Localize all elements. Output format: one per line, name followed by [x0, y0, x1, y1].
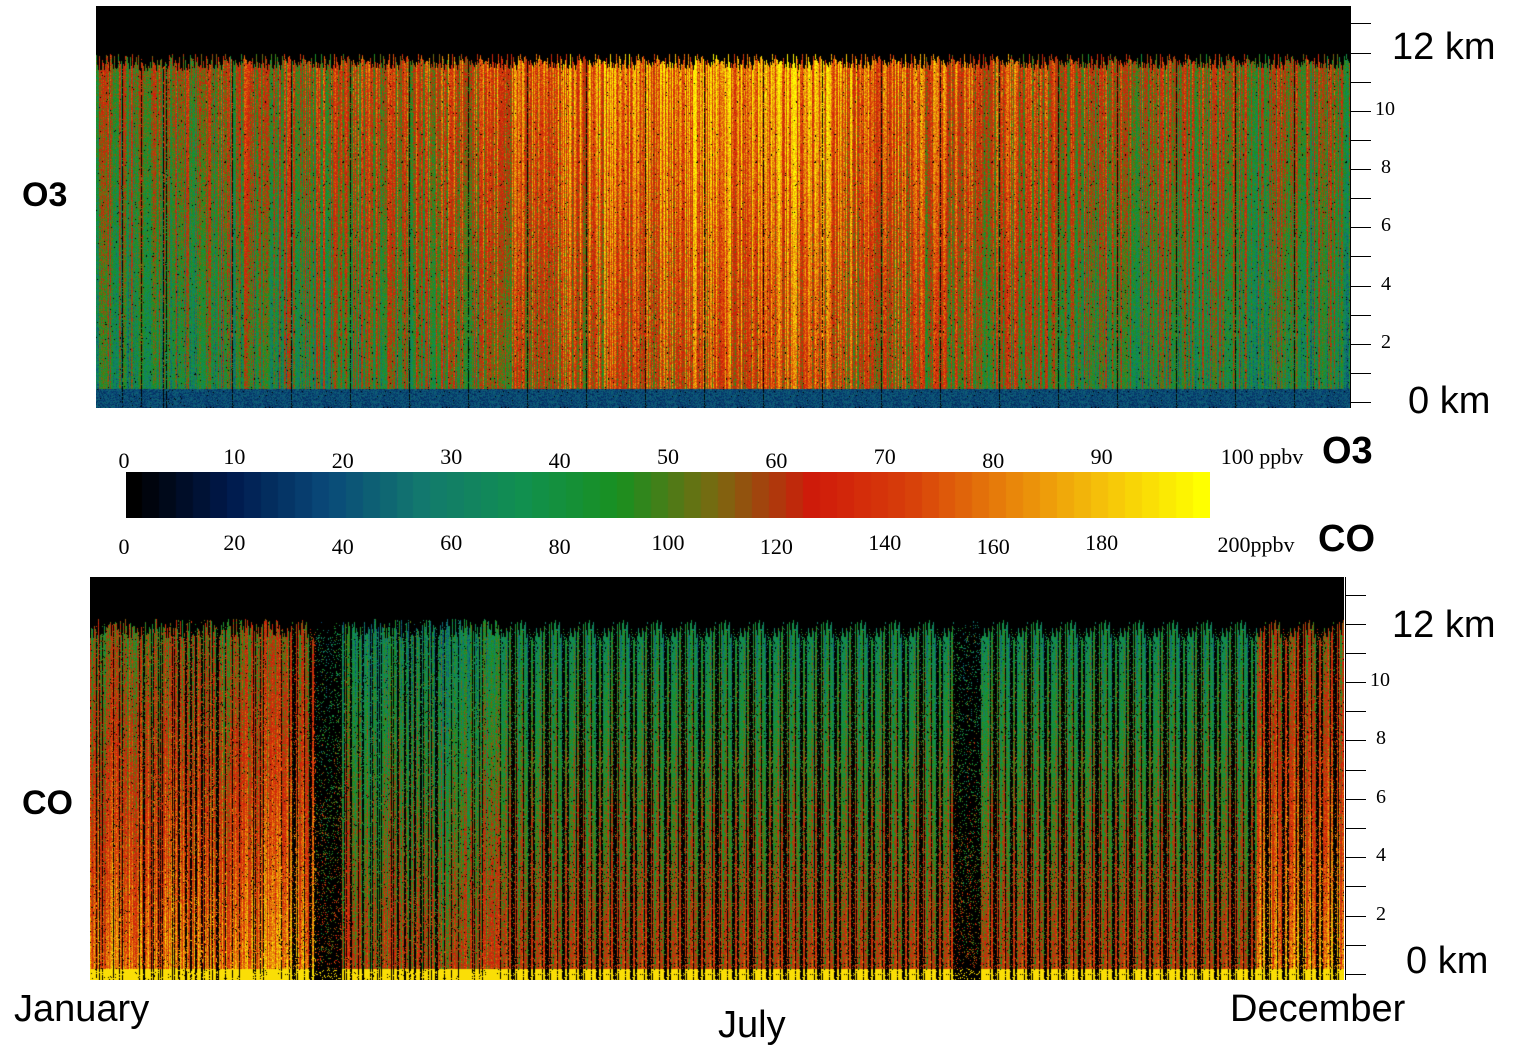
colorbar-co-tick-40: 40 [331, 534, 354, 559]
colorbar-co-end-label: 200ppbv [1217, 532, 1295, 557]
colorbar-co-tick-80: 80 [548, 534, 571, 559]
co-tick-label-4: 4 [1376, 844, 1386, 867]
o3-tick-mark [1351, 227, 1371, 229]
co-tick-mark [1346, 682, 1366, 684]
colorbar-o3-tick-50: 50 [657, 444, 679, 469]
colorbar-o3-tick-10: 10 [223, 444, 246, 469]
colorbar-o3-tick-0: 0 [118, 448, 130, 473]
o3-tick-mark [1351, 139, 1371, 141]
co-tick-label-8: 8 [1376, 727, 1386, 750]
colorbar-o3-tick-70: 70 [873, 444, 896, 469]
colorbar-co-gas-label: CO [1318, 518, 1375, 560]
co-tick-mark [1346, 769, 1366, 771]
colorbar-o3-tick-40: 40 [548, 448, 571, 473]
o3-tick-mark [1351, 110, 1371, 112]
co-tick-mark [1346, 944, 1366, 946]
o3-altitude-axis [1350, 6, 1352, 408]
colorbar-o3-gas-label: O3 [1322, 430, 1373, 472]
co-tick-mark [1346, 857, 1366, 859]
co-tick-label-10: 10 [1370, 669, 1390, 692]
o3-tick-mark [1351, 52, 1371, 54]
o3-tick-label-8: 8 [1381, 156, 1391, 179]
co-panel-label: CO [22, 784, 73, 822]
co-tick-label-2: 2 [1376, 902, 1386, 925]
x-label-july: July [718, 1004, 786, 1046]
co-tick-mark [1346, 740, 1366, 742]
o3-tick-mark [1351, 372, 1371, 374]
colorbar-co-tick-180: 180 [1085, 530, 1119, 555]
o3-tick-label-4: 4 [1381, 272, 1391, 295]
o3-tick-mark [1351, 81, 1371, 83]
colorbar-o3-tick-20: 20 [331, 448, 354, 473]
co-tick-mark [1346, 974, 1366, 975]
colorbar-o3-tick-60: 60 [765, 448, 788, 473]
colorbar [126, 472, 1210, 518]
co-tick-mark [1346, 798, 1366, 800]
o3-tick-mark [1351, 256, 1371, 258]
colorbar-co-tick-60: 60 [440, 530, 463, 555]
o3-tick-mark [1351, 285, 1371, 287]
colorbar-o3-end-label: 100 ppbv [1220, 444, 1304, 469]
o3-bottom-altitude-label: 0 km [1408, 380, 1491, 422]
co-tick-mark [1346, 828, 1366, 830]
co-top-altitude-label: 12 km [1392, 604, 1496, 646]
o3-tick-mark [1351, 198, 1371, 200]
colorbar-co-tick-0: 0 [118, 534, 130, 559]
colorbar-co-tick-120: 120 [759, 534, 793, 559]
o3-tick-mark [1351, 343, 1371, 345]
o3-tick-mark [1351, 23, 1371, 25]
co-tick-mark [1346, 915, 1366, 917]
o3-tick-mark [1351, 314, 1371, 316]
colorbar-co-tick-100: 100 [651, 530, 685, 555]
o3-top-altitude-label: 12 km [1392, 26, 1496, 68]
x-label-january: January [14, 988, 150, 1030]
co-tick-mark [1346, 652, 1366, 654]
o3-panel-label: O3 [22, 176, 68, 214]
colorbar-co-tick-20: 20 [223, 530, 246, 555]
colorbar-o3-tick-90: 90 [1090, 444, 1113, 469]
colorbar-co-tick-160: 160 [976, 534, 1010, 559]
colorbar-co-tick-140: 140 [868, 530, 902, 555]
co-tick-mark [1346, 886, 1366, 888]
o3-tick-label-2: 2 [1381, 330, 1391, 353]
colorbar-o3-tick-80: 80 [982, 448, 1005, 473]
co-tick-mark [1346, 623, 1366, 625]
co-tick-mark [1346, 711, 1366, 713]
o3-tick-mark [1351, 169, 1371, 171]
co-tick-label-6: 6 [1376, 785, 1386, 808]
o3-tick-label-6: 6 [1381, 214, 1391, 237]
o3-heatmap [96, 6, 1350, 408]
x-label-december: December [1230, 988, 1406, 1030]
co-tick-mark [1346, 594, 1366, 596]
o3-tick-label-10: 10 [1375, 97, 1395, 120]
co-altitude-axis [1345, 577, 1347, 980]
o3-tick-mark [1351, 402, 1371, 403]
co-heatmap [90, 577, 1344, 980]
colorbar-o3-tick-30: 30 [440, 444, 463, 469]
co-bottom-altitude-label: 0 km [1406, 940, 1489, 982]
